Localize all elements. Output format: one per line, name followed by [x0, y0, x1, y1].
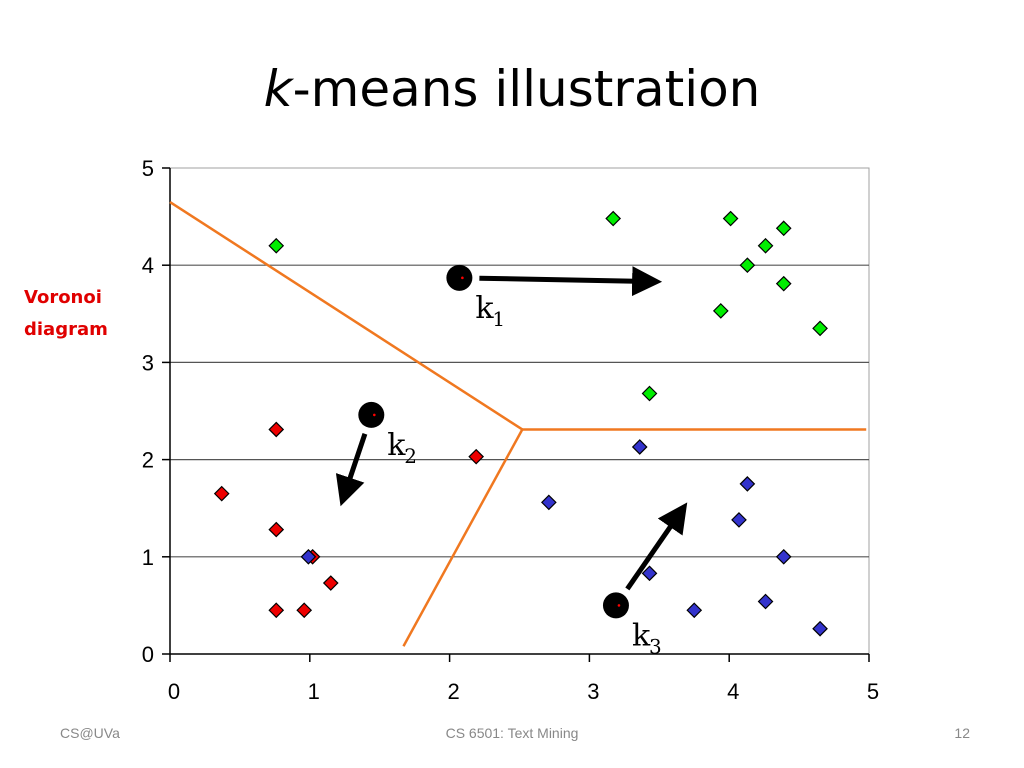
data-point	[739, 476, 756, 492]
data-point	[712, 303, 729, 319]
voronoi-annotation-line-1: Voronoi	[24, 287, 102, 308]
data-point	[268, 421, 285, 438]
data-point	[812, 320, 828, 337]
x-tick-label: 4	[727, 679, 739, 704]
data-point	[812, 620, 828, 637]
y-tick-label: 3	[142, 350, 154, 375]
centroid-dot	[602, 592, 629, 619]
data-point	[775, 548, 792, 565]
voronoi-boundary	[169, 200, 523, 431]
footer-center: CS 6501: Text Mining	[445, 725, 579, 741]
voronoi-annotation: Voronoi diagram	[24, 282, 134, 346]
data-point	[641, 385, 658, 402]
centroid-center-mark	[373, 413, 376, 417]
centroid-arrow	[335, 433, 368, 507]
x-tick-label: 0	[168, 679, 180, 704]
data-point	[722, 210, 739, 227]
data-point	[213, 485, 230, 502]
data-point	[739, 257, 756, 274]
centroid-label-subscript: 3	[649, 634, 662, 658]
centroid-dot	[446, 264, 473, 291]
slide-title: k-means illustration	[0, 62, 1024, 117]
x-tick-label: 1	[308, 679, 320, 704]
centroid-arrow	[479, 266, 663, 297]
y-tick-label: 4	[142, 253, 154, 278]
centroid-label-subscript: 1	[492, 307, 505, 331]
data-point	[268, 237, 285, 254]
data-point	[641, 565, 658, 582]
x-tick-label: 3	[587, 679, 599, 704]
centroid-label: k	[475, 291, 494, 326]
voronoi-annotation-line-2: diagram	[24, 319, 108, 340]
data-point	[541, 494, 557, 511]
centroid-arrow	[625, 502, 688, 591]
data-point	[775, 220, 792, 237]
footer-page-number: 12	[954, 725, 970, 741]
centroid-dot	[358, 401, 385, 428]
x-tick-label: 5	[867, 679, 879, 704]
y-tick-label: 2	[142, 448, 154, 473]
slide-title-variable: k	[263, 60, 293, 118]
centroid-label: k	[387, 428, 406, 463]
data-point	[631, 439, 648, 455]
data-point	[322, 575, 339, 591]
centroid-label: k	[632, 618, 651, 653]
data-point	[268, 521, 285, 538]
data-point	[686, 602, 703, 619]
y-tick-label: 5	[142, 156, 154, 181]
data-point	[268, 602, 285, 619]
y-tick-label: 1	[142, 545, 154, 570]
data-point	[731, 512, 747, 528]
voronoi-boundary	[402, 428, 524, 647]
data-point	[775, 275, 792, 292]
data-point	[757, 593, 774, 610]
data-point	[468, 448, 485, 465]
centroid-center-mark	[461, 276, 464, 280]
data-point	[300, 548, 317, 565]
data-point	[605, 210, 622, 227]
x-tick-label: 2	[447, 679, 459, 704]
centroid-label-subscript: 2	[404, 444, 417, 468]
data-point	[296, 602, 313, 619]
footer-left: CS@UVa	[60, 725, 120, 741]
data-point	[757, 237, 774, 254]
y-tick-label: 0	[142, 642, 154, 667]
slide-title-text: -means illustration	[292, 60, 761, 118]
centroid-center-mark	[617, 604, 621, 607]
